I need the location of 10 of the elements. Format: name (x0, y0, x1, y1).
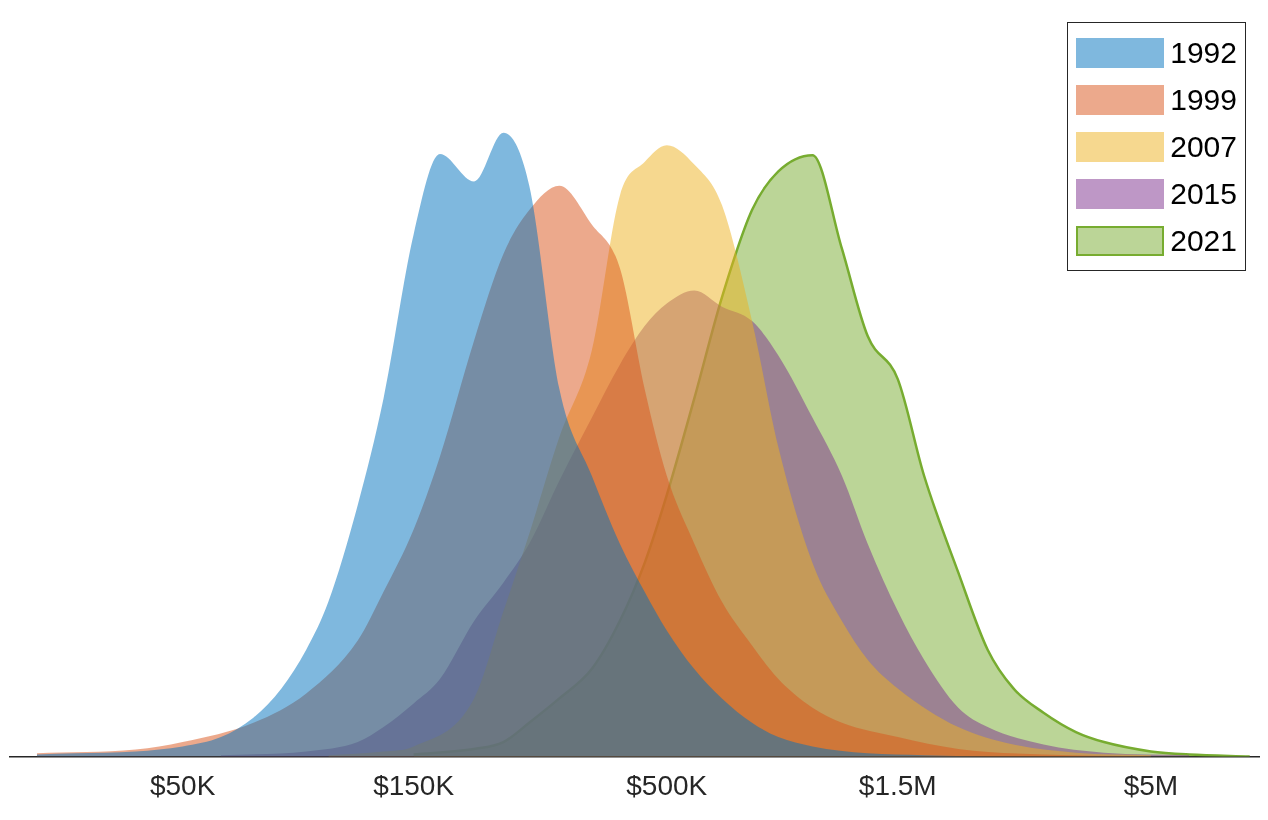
x-tick-label: $500K (626, 769, 708, 801)
x-tick-label: $50K (149, 769, 216, 801)
legend-label: 1992 (1170, 35, 1237, 70)
x-tick-label: $1.5M (858, 769, 937, 801)
legend-label: 2015 (1170, 176, 1237, 211)
x-tick-label: $150K (373, 769, 455, 801)
legend-label: 2007 (1170, 129, 1237, 164)
legend-label: 2021 (1170, 223, 1237, 258)
legend-label: 1999 (1170, 82, 1237, 117)
x-tick-label: $5M (1123, 769, 1179, 801)
